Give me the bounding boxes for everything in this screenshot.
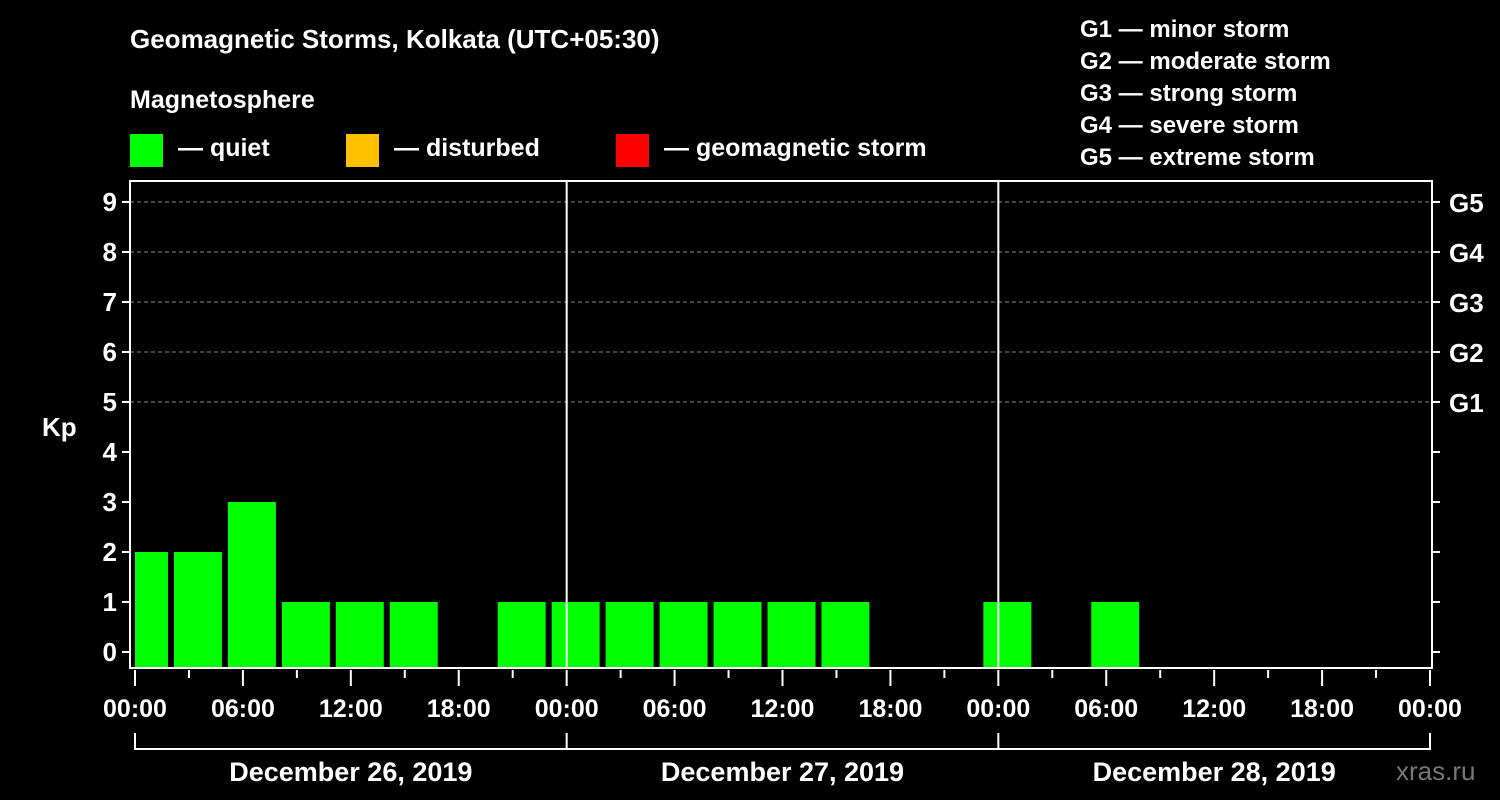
kp-bar bbox=[767, 602, 816, 668]
x-tick-label: 12:00 bbox=[1182, 695, 1246, 723]
kp-bar bbox=[335, 602, 384, 668]
g-level-label: G5 bbox=[1449, 188, 1484, 218]
day-label: December 26, 2019 bbox=[229, 757, 472, 787]
y-tick-label: 5 bbox=[103, 387, 117, 417]
x-tick-label: 06:00 bbox=[1074, 695, 1138, 723]
x-tick-label: 00:00 bbox=[966, 695, 1030, 723]
legend-swatch-storm bbox=[616, 134, 649, 167]
legend-label-quiet: — quiet bbox=[178, 134, 270, 162]
y-tick-label: 1 bbox=[103, 587, 117, 617]
kp-bar bbox=[497, 602, 546, 668]
x-tick-label: 18:00 bbox=[1290, 695, 1354, 723]
storm-scale-g2: G2 — moderate storm bbox=[1080, 48, 1331, 75]
kp-bar bbox=[281, 602, 330, 668]
day-label: December 27, 2019 bbox=[661, 757, 904, 787]
kp-bar bbox=[551, 602, 600, 668]
y-axis-label: Kp bbox=[42, 412, 77, 442]
watermark: xras.ru bbox=[1396, 756, 1476, 786]
kp-bar bbox=[605, 602, 654, 668]
storm-scale-legend: G1 — minor storm G2 — moderate storm G3 … bbox=[1080, 14, 1331, 174]
g-level-label: G1 bbox=[1449, 388, 1484, 418]
g-level-label: G3 bbox=[1449, 288, 1484, 318]
y-tick-label: 2 bbox=[103, 537, 117, 567]
legend-swatch-quiet bbox=[130, 134, 163, 167]
storm-scale-g3: G3 — strong storm bbox=[1080, 80, 1298, 107]
y-tick-label: 4 bbox=[103, 437, 118, 467]
x-tick-label: 18:00 bbox=[427, 695, 491, 723]
kp-bar bbox=[821, 602, 870, 668]
chart-title: Geomagnetic Storms, Kolkata (UTC+05:30) bbox=[130, 24, 660, 54]
kp-bar bbox=[1091, 602, 1140, 668]
kp-bar bbox=[135, 552, 168, 668]
plot-frame bbox=[129, 180, 1433, 669]
x-tick-label: 00:00 bbox=[1398, 695, 1462, 723]
y-tick-label: 0 bbox=[103, 637, 117, 667]
x-tick-label: 12:00 bbox=[319, 695, 383, 723]
legend-swatch-disturbed bbox=[346, 134, 379, 167]
kp-bar bbox=[389, 602, 438, 668]
x-tick-label: 12:00 bbox=[751, 695, 815, 723]
y-tick-label: 8 bbox=[103, 237, 117, 267]
x-tick-label: 00:00 bbox=[103, 695, 167, 723]
legend-label-disturbed: — disturbed bbox=[394, 134, 540, 162]
x-tick-label: 18:00 bbox=[858, 695, 922, 723]
x-tick-label: 06:00 bbox=[211, 695, 275, 723]
g-level-label: G4 bbox=[1449, 238, 1484, 268]
y-tick-label: 3 bbox=[103, 487, 117, 517]
x-tick-label: 00:00 bbox=[535, 695, 599, 723]
x-tick-label: 06:00 bbox=[643, 695, 707, 723]
storm-scale-g4: G4 — severe storm bbox=[1080, 112, 1299, 139]
kp-bar bbox=[983, 602, 1032, 668]
y-tick-label: 6 bbox=[103, 337, 117, 367]
y-tick-label: 7 bbox=[103, 287, 117, 317]
kp-bar bbox=[713, 602, 762, 668]
g-level-label: G2 bbox=[1449, 338, 1484, 368]
storm-scale-g1: G1 — minor storm bbox=[1080, 16, 1290, 43]
kp-bar bbox=[659, 602, 708, 668]
chart-subtitle: Magnetosphere bbox=[130, 86, 315, 114]
legend-label-storm: — geomagnetic storm bbox=[664, 134, 927, 162]
storm-scale-g5: G5 — extreme storm bbox=[1080, 144, 1315, 171]
y-tick-label: 9 bbox=[103, 187, 117, 217]
kp-bar bbox=[227, 502, 276, 668]
kp-bar bbox=[173, 552, 222, 668]
day-label: December 28, 2019 bbox=[1093, 757, 1336, 787]
